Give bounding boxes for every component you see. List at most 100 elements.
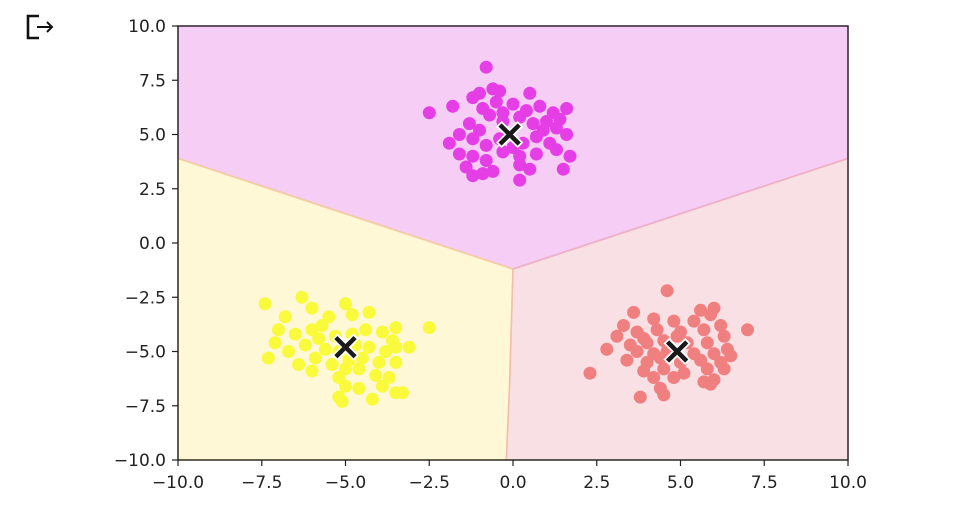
data-point-cluster-1: [261, 351, 275, 365]
data-point-cluster-1: [369, 368, 383, 382]
data-point-cluster-1: [305, 364, 319, 378]
data-point-cluster-0: [496, 145, 510, 159]
y-tick-label: −7.5: [125, 397, 166, 417]
data-point-cluster-1: [355, 351, 369, 365]
data-point-cluster-1: [365, 392, 379, 406]
region-cluster-2: [506, 158, 848, 460]
data-point-cluster-0: [496, 106, 510, 120]
x-axis: −10.0 −7.5 −5.0 −2.5 0.0 2.5 5.0 7.5 10.0: [152, 460, 867, 493]
data-point-cluster-0: [483, 108, 497, 122]
data-point-cluster-1: [389, 340, 403, 354]
data-point-cluster-0: [523, 162, 537, 176]
data-point-cluster-2: [653, 351, 667, 365]
data-point-cluster-1: [292, 358, 306, 371]
data-point-cluster-0: [493, 84, 507, 98]
data-point-cluster-2: [637, 332, 651, 345]
x-tick-label: −5.0: [325, 473, 366, 493]
data-point-cluster-1: [375, 379, 389, 393]
data-point-cluster-1: [298, 338, 312, 352]
data-point-cluster-1: [345, 308, 359, 322]
data-point-cluster-2: [620, 353, 634, 367]
y-tick-label: 0.0: [139, 234, 166, 254]
output-cell-icon: [26, 14, 54, 40]
data-point-cluster-0: [452, 128, 466, 141]
data-point-cluster-2: [657, 388, 671, 402]
data-point-cluster-0: [466, 91, 480, 105]
data-point-cluster-1: [268, 336, 282, 350]
data-point-cluster-2: [670, 329, 684, 343]
data-point-cluster-2: [700, 362, 714, 376]
data-point-cluster-2: [677, 366, 691, 380]
data-point-cluster-2: [714, 319, 728, 332]
x-tick-label: 5.0: [667, 473, 694, 493]
data-point-cluster-0: [479, 60, 493, 74]
data-point-cluster-0: [550, 121, 563, 135]
data-point-cluster-1: [379, 345, 393, 358]
data-point-cluster-1: [308, 351, 322, 365]
data-point-cluster-0: [506, 97, 520, 111]
centroid-marker-2: [663, 337, 691, 366]
data-point-cluster-1: [305, 301, 319, 315]
data-point-cluster-0: [442, 136, 456, 150]
data-point-cluster-2: [717, 329, 731, 343]
x-tick-label: 2.5: [583, 473, 610, 493]
x-tick-label: 0.0: [499, 473, 526, 493]
y-tick-label: 5.0: [139, 126, 166, 146]
data-point-cluster-0: [550, 143, 563, 157]
data-point-cluster-0: [513, 173, 527, 187]
data-point-cluster-0: [523, 86, 537, 100]
data-point-cluster-2: [600, 342, 614, 356]
x-tick-label: −2.5: [409, 473, 450, 493]
data-point-cluster-1: [352, 381, 366, 395]
data-point-cluster-1: [282, 345, 295, 358]
data-point-cluster-0: [446, 99, 460, 113]
data-point-cluster-1: [339, 379, 352, 393]
data-point-cluster-1: [372, 355, 386, 369]
y-tick-label: −10.0: [114, 451, 166, 471]
data-point-cluster-1: [288, 327, 302, 341]
data-point-cluster-0: [529, 147, 543, 161]
data-point-cluster-0: [526, 117, 540, 131]
y-tick-label: −2.5: [125, 288, 166, 308]
data-point-cluster-2: [637, 364, 651, 378]
data-point-cluster-0: [473, 123, 486, 137]
data-point-cluster-0: [452, 147, 466, 161]
y-axis: 10.0 7.5 5.0 2.5 0.0 −2.5 −5.0 −7.5 −10.0: [114, 17, 178, 471]
data-points: [258, 60, 754, 408]
data-point-cluster-1: [352, 362, 366, 376]
data-point-cluster-0: [422, 106, 436, 120]
data-point-cluster-0: [563, 149, 577, 163]
data-point-cluster-0: [513, 158, 527, 172]
centroid-markers: [331, 120, 691, 366]
data-point-cluster-1: [402, 340, 416, 354]
data-point-cluster-2: [667, 371, 681, 384]
data-point-cluster-0: [513, 110, 527, 124]
data-point-cluster-2: [633, 390, 647, 404]
data-point-cluster-2: [583, 366, 597, 380]
data-point-cluster-2: [707, 301, 721, 315]
data-point-cluster-1: [389, 321, 403, 335]
data-point-cluster-1: [332, 390, 346, 404]
data-point-cluster-2: [657, 362, 671, 376]
data-point-cluster-2: [610, 329, 624, 343]
data-point-cluster-2: [660, 284, 674, 298]
data-point-cluster-1: [258, 297, 272, 311]
data-point-cluster-1: [318, 342, 332, 356]
y-tick-label: −5.0: [125, 343, 166, 363]
centroid-marker-0: [495, 120, 524, 149]
decision-regions: [178, 26, 848, 460]
y-tick-label: 7.5: [139, 71, 166, 91]
data-point-cluster-2: [741, 323, 754, 337]
data-point-cluster-2: [617, 319, 630, 332]
centroid-marker-1: [331, 333, 360, 361]
data-point-cluster-2: [667, 314, 681, 328]
data-point-cluster-0: [489, 95, 503, 109]
data-point-cluster-2: [704, 377, 718, 391]
data-point-cluster-0: [486, 164, 500, 178]
data-point-cluster-0: [466, 169, 480, 183]
data-point-cluster-0: [560, 102, 574, 115]
x-tick-label: 7.5: [751, 473, 778, 493]
data-point-cluster-1: [312, 332, 326, 345]
data-point-cluster-1: [295, 290, 309, 304]
